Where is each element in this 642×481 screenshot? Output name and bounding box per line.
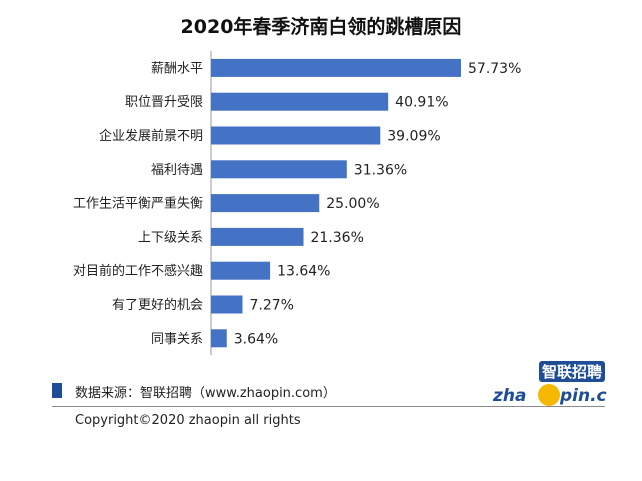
category-label: 福利待遇	[151, 163, 203, 178]
bar	[211, 126, 381, 145]
category-label: 对目前的工作不感兴趣	[73, 263, 203, 279]
bar-chart: 薪酬水平 57.73% 职位晋升受限 40.91% 企业发展前景不明 39.09% 福利待遇…	[73, 51, 521, 356]
value-label: 13.64%	[277, 264, 330, 280]
zhaopin-logo: 智联招聘 zha pin.com	[492, 361, 607, 406]
logo-en-text-right: pin.com	[559, 386, 607, 406]
value-label: 21.36%	[310, 230, 363, 246]
bar	[211, 58, 461, 77]
category-label: 工作生活平衡严重失衡	[73, 196, 203, 212]
category-label: 上下级关系	[138, 230, 203, 245]
value-label: 57.73%	[468, 61, 521, 77]
footer-divider	[52, 406, 605, 407]
bar	[211, 160, 347, 179]
category-label: 同事关系	[151, 332, 203, 347]
category-label: 有了更好的机会	[112, 297, 203, 313]
copyright-text: Copyright©2020 zhaopin all rights	[75, 413, 301, 428]
bar	[211, 295, 243, 314]
logo-en-text-left: zha	[492, 386, 526, 406]
value-label: 7.27%	[249, 298, 293, 314]
value-label: 39.09%	[387, 129, 440, 145]
category-label: 企业发展前景不明	[99, 128, 203, 144]
value-label: 31.36%	[354, 162, 407, 178]
bar	[211, 329, 227, 348]
category-label: 职位晋升受限	[125, 95, 203, 110]
source-text: 数据来源：智联招聘（www.zhaopin.com）	[75, 386, 336, 401]
value-label: 3.64%	[234, 331, 278, 347]
bar	[211, 92, 389, 111]
bar	[211, 194, 320, 213]
value-label: 25.00%	[326, 196, 379, 212]
source-marker	[52, 383, 62, 398]
value-label: 40.91%	[395, 95, 448, 111]
bar	[211, 261, 271, 280]
logo-cn-text: 智联招聘	[542, 363, 602, 381]
chart-title: 2020年春季济南白领的跳槽原因	[180, 16, 462, 38]
category-label: 薪酬水平	[151, 61, 203, 76]
bar	[211, 227, 304, 246]
